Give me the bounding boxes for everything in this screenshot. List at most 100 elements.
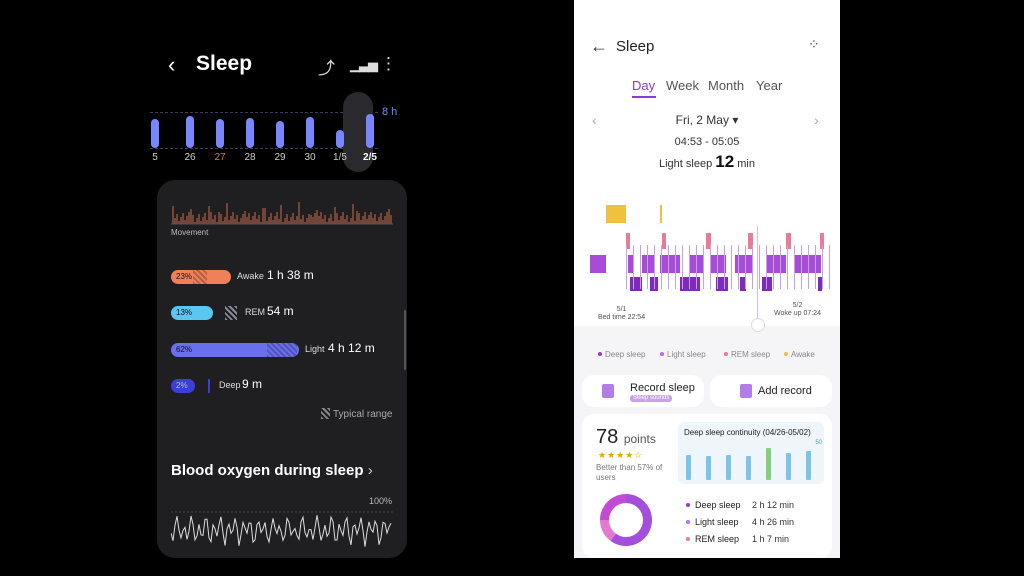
time-cursor-handle[interactable] [751,318,765,332]
hypnogram-segment [628,255,634,273]
tab-month[interactable]: Month [708,78,745,93]
continuity-bar[interactable] [766,448,771,480]
week-bar[interactable] [336,130,344,148]
week-day-label[interactable]: 2/5 [363,152,377,163]
scrollbar[interactable] [404,310,406,370]
legend-awake-label: Awake [791,350,815,359]
weekly-sleep-bars: 8 h 5 26 27 28 29 30 1/5 2/5 [150,92,410,178]
week-day-label[interactable]: 30 [304,152,316,163]
light-pill: 62% [171,343,299,357]
grid-menu-icon[interactable]: ⁘ [808,36,821,52]
week-day-label[interactable]: 28 [244,152,256,163]
hypnogram-segment [626,233,630,249]
typical-range-label: Typical range [333,409,393,420]
legend-awake: Awake [784,350,815,359]
week-bar[interactable] [276,121,284,148]
legend-light: Light sleep [660,350,706,359]
week-bar[interactable] [186,116,194,148]
continuity-bar[interactable] [706,456,711,480]
continuity-bar[interactable] [786,453,791,480]
bed-time-label: 5/1 Bed time 22:54 [598,306,645,322]
week-day-label[interactable]: 29 [274,152,286,163]
continuity-title: Deep sleep continuity (04/26-05/02) [684,428,811,437]
deep-sleep-continuity-chart[interactable]: Deep sleep continuity (04/26-05/02) 50 [678,422,824,484]
week-bar[interactable] [216,119,224,148]
hypnogram-segment [716,277,728,291]
page-title: Sleep [196,52,253,75]
score-unit: points [623,432,656,446]
hypnogram-segment [590,255,606,273]
next-day-icon[interactable]: › [814,112,819,128]
hypnogram-segment [710,255,726,273]
record-sleep-icon [602,384,614,398]
sleep-score-card[interactable]: 78 points ★★★★☆ Better than 57% of users… [582,414,832,558]
tab-week[interactable]: Week [666,78,699,93]
continuity-bar[interactable] [806,451,811,480]
prev-day-icon[interactable]: ‹ [592,112,597,128]
tab-underline [632,96,656,98]
wake-date: 5/2 [792,302,803,309]
back-icon[interactable]: ‹ [168,52,176,77]
continuity-bar[interactable] [746,456,751,480]
hypnogram-transition [780,245,781,289]
deep-typical-range [208,379,210,393]
rem-pct: 13% [176,308,193,317]
hypnogram-transition [633,245,634,289]
blood-oxygen-label: Blood oxygen during sleep [171,462,364,479]
dark-header: ‹ Sleep ⤴ ▁▃▅ ⋮ [150,50,410,80]
awake-typical-range [193,270,207,284]
light-typical-range [267,343,297,357]
stage-row-deep[interactable]: 2% Deep 9 m [171,377,401,395]
tab-day[interactable]: Day [632,78,656,93]
week-day-label[interactable]: 26 [184,152,196,163]
stage-row-light[interactable]: 62% Light 4 h 12 m [171,341,401,359]
hypnogram-segment [662,233,666,249]
sleep-stages-hypnogram[interactable] [590,205,830,300]
add-record-button[interactable]: Add record [710,375,832,407]
record-sleep-button[interactable]: Record sleep Sleep sounds [582,375,704,407]
continuity-bar[interactable] [726,455,731,480]
blood-oxygen-chart [171,511,393,547]
goal-line [150,112,378,113]
hypnogram-transition [703,245,704,289]
hypnogram-segment [786,233,791,249]
time-cursor-line [757,226,758,318]
hypnogram-transition [745,245,746,289]
bed-time: Bed time 22:54 [598,314,646,321]
hypnogram-segment [762,277,772,291]
continuity-max-label: 50 [815,440,822,446]
light-sleep-screen: ← Sleep ⁘ Day Week Month Year ‹ Fri, 2 M… [574,0,840,558]
record-sleep-label: Record sleep [630,382,695,394]
blood-oxygen-title[interactable]: Blood oxygen during sleep › [171,462,373,479]
legend-deep: Deep sleep [598,350,645,359]
light-pct: 62% [176,345,193,354]
breakdown-deep-value: 2 h 12 min [752,500,795,510]
week-bar[interactable] [366,114,374,148]
hypnogram-segment [642,255,654,273]
dark-sleep-screen: ‹ Sleep ⤴ ▁▃▅ ⋮ 8 h 5 26 27 28 29 30 1/5 2/5 Mo… [150,40,410,560]
legend-light-label: Light sleep [667,350,706,359]
share-icon[interactable]: ⤴ [318,59,335,78]
week-bar[interactable] [246,118,254,148]
continuity-bar[interactable] [686,455,691,480]
week-bar[interactable] [151,119,159,148]
week-day-label[interactable]: 1/5 [333,152,347,163]
stage-row-rem[interactable]: 13% REM 54 m [171,304,401,322]
week-day-label[interactable]: 27 [214,152,226,163]
hypnogram-transition [654,245,655,289]
chart-icon[interactable]: ▁▃▅ [350,57,378,72]
hypnogram-transition [724,245,725,289]
light-label: Light [305,344,325,354]
tab-year[interactable]: Year [756,78,783,93]
hypnogram-transition [759,245,760,289]
more-icon[interactable]: ⋮ [380,54,397,73]
hypnogram-segment [606,205,626,223]
back-arrow-icon[interactable]: ← [590,36,608,56]
awake-value: 1 h 38 m [267,268,314,282]
week-day-label[interactable]: 5 [152,152,158,163]
hypnogram-segment [690,255,704,273]
date-selector[interactable]: Fri, 2 May ▾ [675,113,739,127]
stage-row-awake[interactable]: 23% Awake 1 h 38 m [171,268,401,286]
week-bar[interactable] [306,117,314,148]
